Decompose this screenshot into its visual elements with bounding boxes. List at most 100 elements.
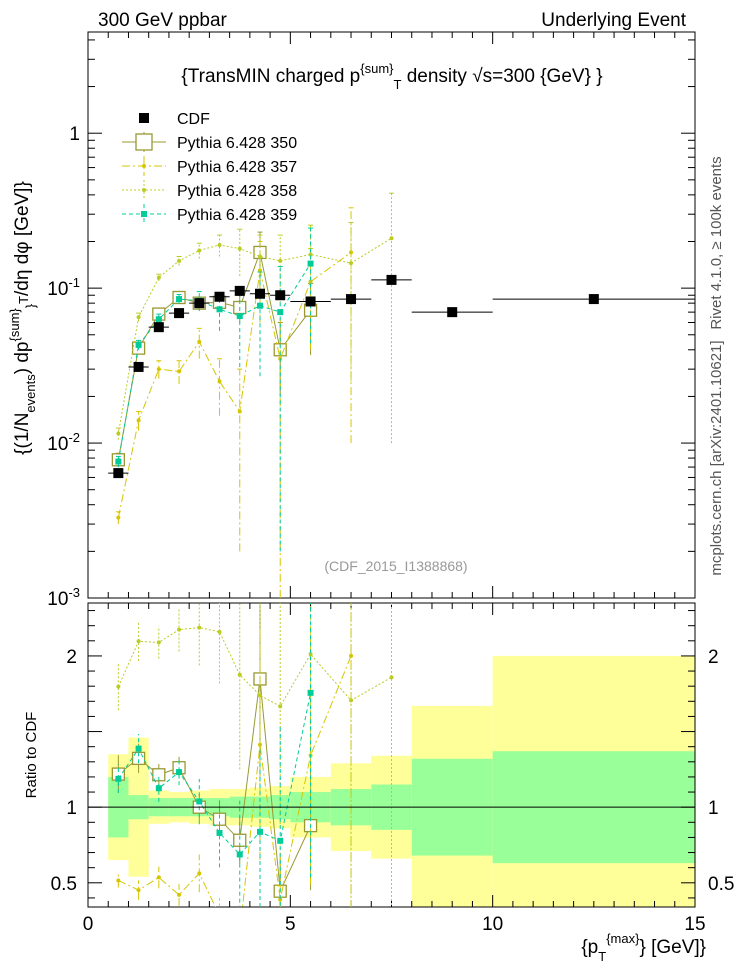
series-point (136, 315, 141, 320)
ratio-point (136, 888, 141, 893)
ratio-point (389, 675, 394, 680)
analysis-watermark: (CDF_2015_I1388868) (324, 558, 467, 574)
legend: CDF Pythia 6.428 350 Pythia 6.428 357 Pythi… (122, 111, 297, 224)
series-point (256, 302, 263, 309)
reference-point (194, 298, 205, 309)
axes: 0 5 10 15 10-3 10-2 10-1 1 0.5 0.5 1 1 2 2 (47, 32, 734, 935)
series-point (116, 431, 121, 436)
ratio-tick-label: 2 (66, 647, 77, 668)
series-point (278, 258, 283, 263)
x-tick-label: 5 (285, 914, 296, 935)
ratio-series-line (117, 692, 312, 856)
ratio-point (256, 828, 263, 835)
ratio-series-line (117, 627, 392, 708)
ratio-point (177, 627, 182, 632)
y-axis-label: {(1/Nevents) dp{sum}}T/dη dφ [GeV]} (7, 181, 38, 455)
legend-label: Pythia 6.428 350 (177, 135, 297, 152)
series-point (115, 458, 122, 465)
series-point (156, 367, 161, 372)
legend-marker (141, 211, 147, 217)
legend-label: Pythia 6.428 358 (177, 183, 297, 200)
ratio-point (156, 875, 161, 880)
y-tick-label: 1 (69, 124, 80, 145)
series-point (237, 246, 242, 251)
ratio-series (111, 603, 394, 935)
ratio-series-line (118, 655, 352, 907)
series-line (117, 237, 392, 434)
ratio-point (257, 693, 262, 698)
ratio-tick-label: 1 (66, 798, 77, 819)
ratio-point (116, 684, 121, 689)
reference-point (275, 290, 286, 301)
reference-point (386, 274, 397, 285)
ratio-point (278, 897, 283, 902)
series-point (389, 236, 394, 241)
x-tick-label: 0 (83, 914, 94, 935)
reference-point (174, 308, 185, 319)
ratio-point (237, 672, 242, 677)
ratio-point (349, 698, 354, 703)
rivet-label: Rivet 4.1.0, ≥ 100k events (708, 156, 725, 329)
series-point (236, 313, 243, 320)
reference-point (588, 294, 599, 305)
legend-marker (142, 188, 146, 192)
ratio-point (176, 769, 183, 776)
ratio-point (218, 913, 222, 917)
reference-point (254, 288, 265, 299)
x-axis-label: {pT{max}} [GeV]} (581, 931, 706, 964)
series-point (177, 258, 182, 263)
y-tick-label: 10-1 (47, 275, 80, 300)
ratio-point (216, 829, 223, 836)
chart-title: {TransMIN charged p{sum}T density √s=300… (181, 61, 602, 92)
main-series (108, 192, 695, 598)
legend-label: Pythia 6.428 357 (177, 159, 297, 176)
reference-point (214, 291, 225, 302)
series-point (237, 409, 242, 414)
ratio-point (307, 689, 314, 696)
ratio-tick-label: 0.5 (51, 874, 77, 895)
header-right: Underlying Event (541, 10, 686, 31)
series-point (349, 261, 354, 266)
ratio-tick-label: 1 (708, 798, 719, 819)
ratio-point (156, 640, 161, 645)
x-tick-label: 10 (482, 914, 503, 935)
ratio-y-axis-label: Ratio to CDF (23, 712, 40, 799)
reference-point (346, 294, 357, 305)
series-point (177, 369, 182, 374)
mcplots-label: mcplots.cern.ch [arXiv:2401.10621] (708, 340, 725, 575)
ratio-point (238, 931, 242, 935)
ratio-point (217, 629, 222, 634)
legend-label: Pythia 6.428 359 (177, 207, 297, 224)
reference-point (113, 468, 124, 479)
ratio-point (197, 871, 202, 876)
x-tick-label: 15 (684, 914, 705, 935)
series-point (197, 248, 202, 253)
legend-marker (135, 133, 153, 151)
ratio-point (349, 653, 354, 658)
ratio-point (196, 798, 203, 805)
ratio-point (177, 892, 182, 897)
y-tick-label: 10-2 (47, 430, 80, 455)
series-point (156, 275, 161, 280)
series-line (117, 252, 352, 518)
ratio-point (135, 745, 142, 752)
series-point (277, 309, 284, 316)
reference-point (153, 322, 164, 333)
series-point (216, 306, 223, 313)
series-line (117, 263, 311, 462)
legend-label: CDF (177, 111, 210, 128)
ratio-tick-label: 2 (708, 647, 719, 668)
series-point (217, 379, 222, 384)
reference-point (447, 307, 458, 318)
series-point (155, 316, 162, 323)
legend-marker-reference (139, 113, 149, 123)
y-tick-label: 10-3 (47, 585, 80, 610)
ratio-point (136, 639, 141, 644)
series-point (308, 252, 313, 257)
ratio-point (308, 652, 313, 657)
series-point (116, 515, 121, 520)
reference-point (234, 285, 245, 296)
ratio-point (236, 851, 243, 858)
ratio-tick-label: 0.5 (708, 874, 734, 895)
